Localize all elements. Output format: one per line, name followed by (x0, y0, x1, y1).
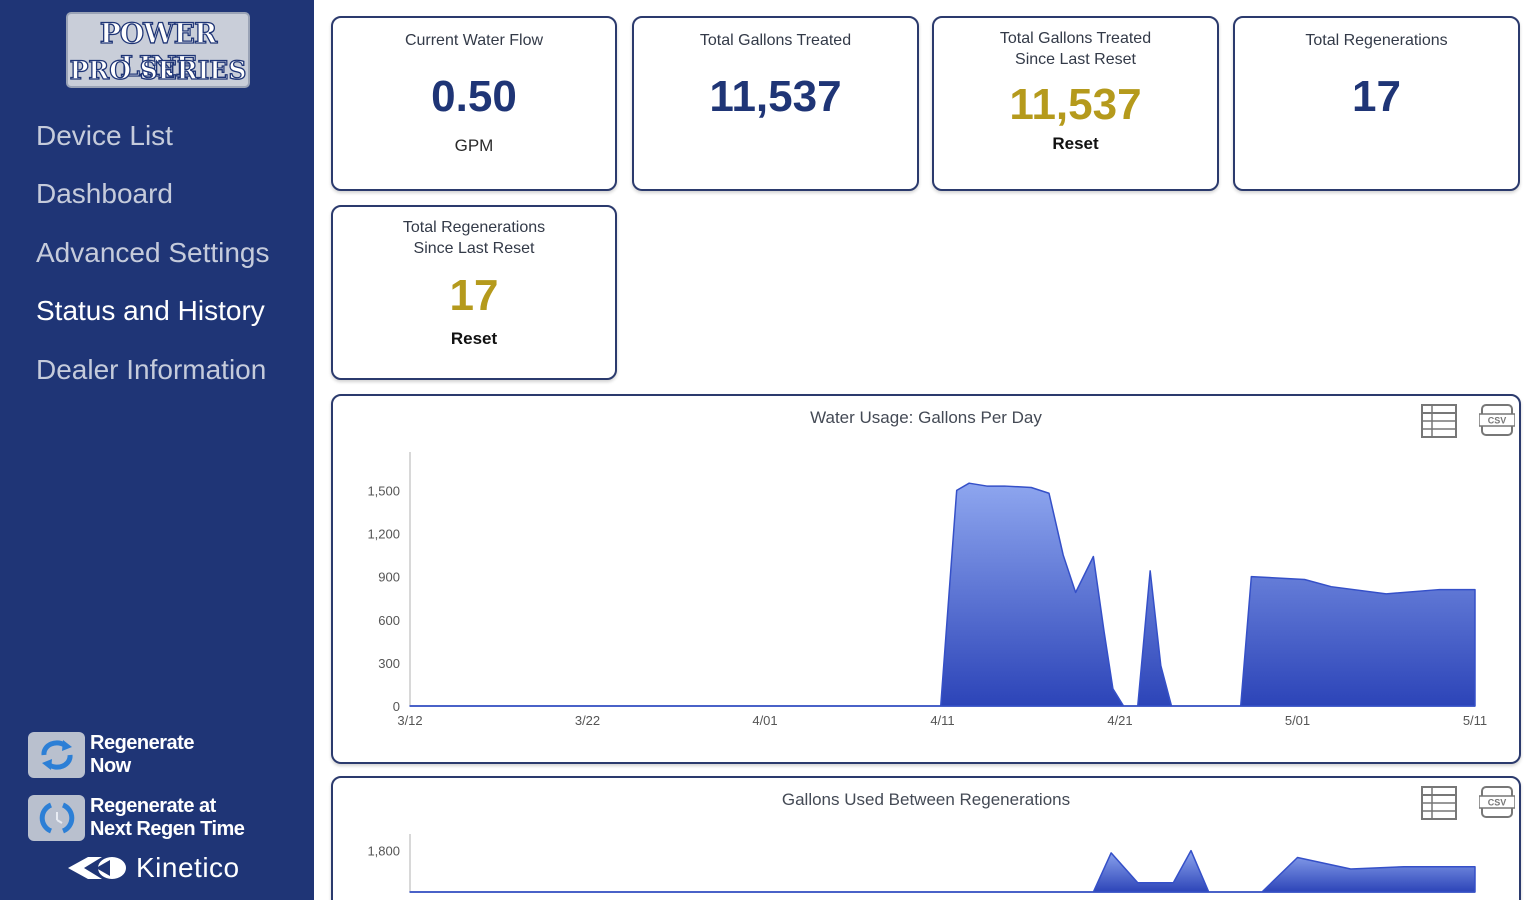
card-total-regenerations: Total Regenerations 17 (1233, 16, 1520, 191)
x-tick-label: 3/12 (397, 713, 422, 728)
card-title: Total Regenerations (1305, 32, 1448, 49)
gallons-between-regens-chart: 1,800 (367, 834, 1476, 893)
water-usage-chart: 0 300 600 900 1,200 1,500 3/12 3/22 4/01 4/11 4/21… (367, 452, 1487, 728)
nav-dealer-information[interactable]: Dealer Information (36, 354, 267, 385)
svg-text:CSV: CSV (1488, 798, 1507, 808)
y-tick-label: 1,500 (367, 483, 400, 498)
card-gallons-since-reset: Total Gallons Treated Since Last Reset 1… (932, 16, 1219, 191)
x-tick-label: 5/11 (1463, 713, 1487, 728)
regenerate-now-label1: Regenerate (90, 732, 194, 754)
regenerate-scheduled-icon (28, 795, 85, 841)
table-view-button[interactable] (1420, 402, 1458, 445)
nav-device-list[interactable]: Device List (36, 120, 173, 151)
card-value: 0.50 (431, 72, 517, 121)
regens-reset-button[interactable]: Reset (450, 329, 498, 348)
chart-title: Gallons Used Between Regenerations (781, 790, 1071, 809)
table-icon (1421, 404, 1457, 438)
regenerate-next-label1: Regenerate at (90, 795, 216, 817)
y-tick-label: 900 (378, 570, 400, 585)
card-title: Total Gallons Treated (699, 32, 852, 49)
card-total-gallons-treated: Total Gallons Treated 11,537 (632, 16, 919, 191)
kinetico-name: Kinetico (136, 852, 240, 883)
chart-title: Water Usage: Gallons Per Day (810, 408, 1042, 427)
nav-status-and-history[interactable]: Status and History (36, 295, 265, 326)
card-current-water-flow: Current Water Flow 0.50 GPM (331, 16, 617, 191)
x-tick-label: 3/22 (575, 713, 600, 728)
kinetico-logo-icon (68, 857, 126, 879)
powerline-logo: POWER LINE PRO SERIES (66, 12, 250, 88)
chart-panel-water-usage: Water Usage: Gallons Per Day CSV 0 300 600… (331, 394, 1521, 764)
regenerate-now-label2: Now (90, 755, 131, 777)
table-icon (1421, 786, 1457, 820)
regenerate-next-label2: Next Regen Time (90, 818, 245, 840)
regenerate-now-button[interactable]: Regenerate Now (28, 732, 194, 778)
chart-panel-gallons-between-regens: Gallons Used Between Regenerations CSV 1… (331, 776, 1521, 900)
card-title-line2: Since Last Reset (413, 240, 535, 257)
logo-line2: PRO SERIES (69, 55, 247, 85)
kinetico-brand: Kinetico (66, 852, 240, 884)
y-tick-label: 1,200 (367, 527, 400, 542)
svg-text:CSV: CSV (1488, 416, 1507, 426)
y-tick-label: 0 (393, 699, 400, 714)
card-unit: GPM (454, 136, 494, 155)
y-tick-label: 600 (378, 613, 400, 628)
y-tick-label: 1,800 (367, 844, 400, 859)
card-value: 17 (449, 271, 499, 320)
regenerate-now-icon (28, 732, 85, 778)
gallons-reset-button[interactable]: Reset (1052, 134, 1099, 153)
x-tick-label: 4/01 (752, 713, 777, 728)
card-value: 11,537 (1009, 80, 1142, 129)
sidebar: POWER LINE PRO SERIES Device List Dashbo… (0, 0, 314, 900)
card-title-line2: Since Last Reset (1015, 51, 1136, 68)
nav-advanced-settings[interactable]: Advanced Settings (36, 237, 270, 268)
usage-area-series (409, 482, 1476, 707)
regenerate-next-time-button[interactable]: Regenerate at Next Regen Time (28, 795, 245, 841)
table-view-button[interactable] (1420, 784, 1458, 827)
x-tick-label: 5/01 (1285, 713, 1310, 728)
logo-line1: POWER LINE (99, 16, 218, 83)
x-tick-label: 4/11 (930, 713, 954, 728)
usage-area-series (409, 849, 1476, 893)
card-value: 17 (1352, 72, 1401, 121)
card-title: Current Water Flow (404, 32, 544, 49)
card-title-line1: Total Gallons Treated (999, 30, 1152, 47)
x-tick-label: 4/21 (1107, 713, 1132, 728)
card-value: 11,537 (709, 72, 842, 121)
card-title-line1: Total Regenerations (402, 219, 546, 236)
nav-dashboard[interactable]: Dashboard (36, 178, 173, 209)
y-tick-label: 300 (378, 656, 400, 671)
card-regenerations-since-reset: Total Regenerations Since Last Reset 17 … (331, 205, 617, 380)
